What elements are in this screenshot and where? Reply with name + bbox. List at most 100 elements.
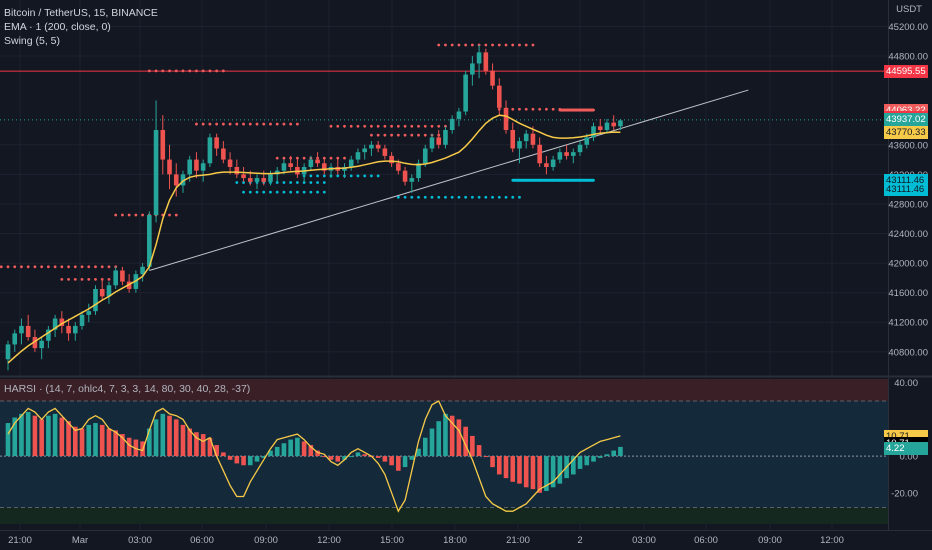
swing-low-dot — [423, 195, 427, 199]
price-tick-label: 42400.00 — [888, 229, 928, 240]
candle-body — [261, 178, 267, 182]
swing-high-dot — [524, 107, 528, 111]
swing-high-dot — [376, 133, 380, 137]
harsi-bar — [322, 456, 327, 458]
swing-high-dot — [538, 107, 542, 111]
swing-low-dot — [370, 174, 373, 178]
swing-high-dot — [87, 265, 91, 269]
swing-high-dot — [396, 133, 400, 137]
swing-high-dot — [336, 156, 340, 160]
swing-low-dot — [518, 195, 521, 199]
swing-high-dot — [154, 69, 158, 73]
swing-low-dot — [295, 190, 299, 194]
harsi-bar — [409, 456, 415, 460]
price-tick-label: 42800.00 — [888, 199, 928, 210]
swing-low-dot — [349, 174, 353, 178]
harsi-bar — [396, 456, 401, 471]
candle-body — [449, 118, 455, 130]
harsi-bar — [79, 428, 85, 457]
candlesticks — [5, 44, 623, 371]
swing-low-dot — [262, 190, 266, 194]
harsi-bar — [187, 428, 193, 457]
candle-body — [247, 178, 253, 182]
harsi-bar — [200, 434, 206, 457]
swing-low-dot — [437, 195, 441, 199]
candle-body — [147, 215, 152, 267]
symbol-legend[interactable]: Bitcoin / TetherUS, 15, BINANCE — [4, 7, 158, 19]
harsi-bar — [362, 454, 367, 457]
harsi-bar — [32, 415, 38, 457]
harsi-bar — [591, 456, 596, 462]
harsi-bar — [571, 456, 576, 475]
candle-body — [611, 122, 616, 127]
swing-high-dot — [40, 265, 44, 269]
swing-low-dot — [376, 174, 380, 178]
candle-body — [362, 148, 367, 153]
swing-low-dot — [470, 195, 474, 199]
harsi-bar — [66, 421, 71, 457]
swing-high-dot — [121, 213, 124, 217]
candle-body — [153, 130, 159, 216]
swing-high-dot — [484, 43, 488, 47]
swing-high-dot — [410, 133, 414, 137]
swing-high-dot — [295, 156, 299, 160]
swing-high-dot — [33, 265, 37, 269]
swing-high-dot — [545, 107, 548, 111]
harsi-bar — [496, 456, 502, 475]
harsi-bar — [227, 456, 233, 460]
osc-tick-label: 0.00 — [900, 452, 919, 463]
harsi-bar — [449, 415, 455, 457]
swing-high-dot — [457, 43, 461, 47]
harsi-bar — [274, 446, 280, 457]
swing-high-dot — [383, 124, 387, 128]
swing-low-dot — [477, 195, 481, 199]
swing-high-dot — [168, 213, 171, 217]
harsi-bar — [295, 437, 300, 457]
harsi-legend[interactable]: HARSI · (14, 7, ohlc4, 7, 3, 3, 14, 80, … — [4, 383, 251, 395]
candle-body — [73, 325, 78, 334]
candle-body — [571, 152, 576, 156]
swing-high-dot — [531, 43, 535, 47]
swing-high-active — [559, 108, 594, 112]
candle-body — [618, 120, 623, 127]
swing-high-dot — [208, 69, 212, 73]
harsi-bar — [59, 417, 65, 457]
swing-high-dot — [396, 124, 400, 128]
harsi-bar — [557, 456, 563, 484]
swing-high-dot — [275, 122, 279, 126]
swing-high-dot — [174, 213, 178, 217]
candle-body — [106, 285, 112, 297]
harsi-bar — [147, 428, 152, 457]
candle-body — [268, 174, 273, 182]
harsi-bar — [180, 424, 186, 457]
candle-body — [597, 126, 603, 130]
harsi-bar — [402, 456, 408, 468]
swing-high-dot — [376, 124, 380, 128]
candle-body — [369, 144, 374, 149]
harsi-bar — [429, 428, 435, 457]
swing-low-dot — [497, 195, 501, 199]
swing-high-dot — [100, 265, 104, 269]
harsi-bar — [375, 456, 381, 458]
harsi-bar — [5, 423, 11, 457]
harsi-bar — [221, 452, 226, 457]
candle-body — [19, 325, 24, 334]
swing-high-dot — [269, 122, 272, 126]
swing-low-dot — [269, 190, 272, 194]
swing-legend[interactable]: Swing (5, 5) — [4, 35, 61, 47]
candle-body — [194, 159, 199, 171]
harsi-bar — [25, 412, 31, 457]
harsi-bar — [537, 456, 542, 493]
candle-body — [140, 266, 145, 275]
swing-high-dot — [491, 43, 494, 47]
harsi-bar — [389, 456, 394, 466]
swing-high-dot — [6, 265, 10, 269]
harsi-bar — [490, 456, 495, 468]
price-tag: 43937.02 — [884, 113, 928, 127]
candle-body — [490, 70, 495, 86]
ema-line — [7, 114, 621, 364]
ema-legend[interactable]: EMA · 1 (200, close, 0) — [4, 21, 111, 33]
currency-label[interactable]: USDT — [896, 4, 922, 15]
swing-high-dot — [430, 124, 434, 128]
